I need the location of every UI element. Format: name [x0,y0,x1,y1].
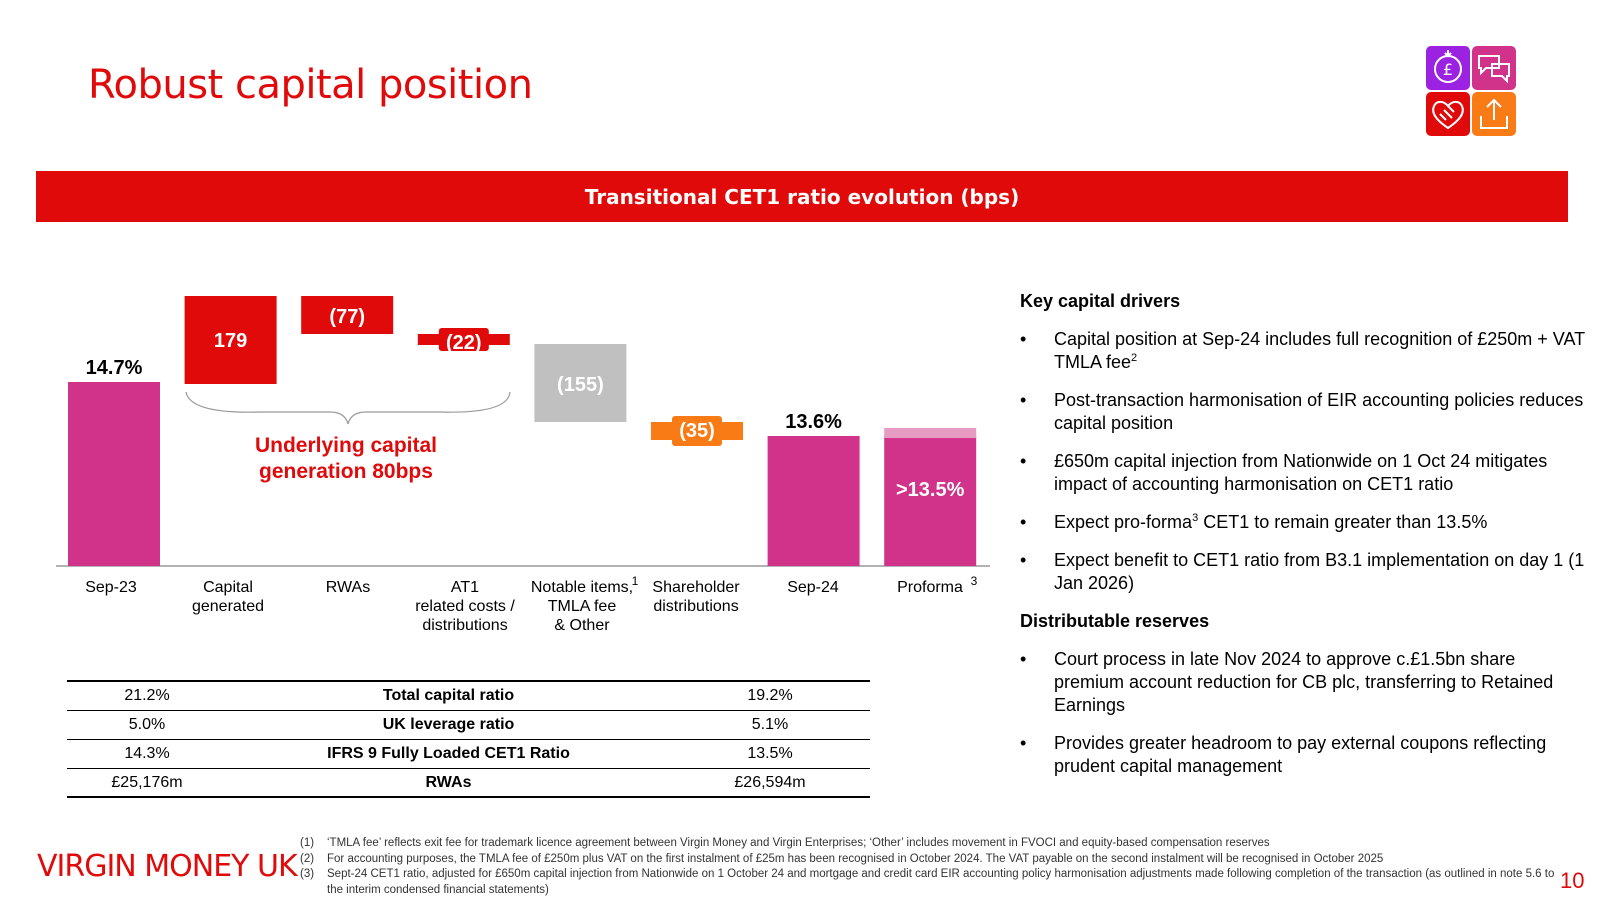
category-label: & Other [554,617,610,634]
data-label: 179 [214,330,247,352]
footnote: (3) Sept-24 CET1 ratio, adjusted for £650… [300,867,1560,898]
metric-sep23-value: £25,176m [67,774,227,792]
cet1-waterfall-chart: 14.7% 179 (77) (22) (155) (35) 13.6% >13.5% Unde… [0,0,1000,660]
list-item: • Provides greater headroom to pay extern… [1020,732,1590,778]
category-label: generated [192,598,264,615]
data-label: (22) [446,332,482,354]
metric-sep23-value: 21.2% [67,687,227,705]
category-label: Proforma [897,579,963,596]
page-number: 10 [1560,868,1584,894]
data-label: 13.6% [785,411,842,433]
bullet: • [1020,549,1026,572]
bar-proforma-fade [884,428,976,438]
metric-sep24-value: 13.5% [670,745,870,763]
key-drivers-list: • Capital position at Sep-24 includes ful… [1020,328,1590,595]
driver-text: Post-transaction harmonisation of EIR ac… [1054,390,1583,433]
speech-bubbles-icon [1472,46,1516,90]
key-drivers-heading: Key capital drivers [1020,290,1590,313]
metric-label: UK leverage ratio [227,716,670,734]
data-label: (77) [329,306,365,328]
data-label: (155) [557,374,604,396]
driver-text: Expect pro-forma [1054,512,1192,532]
upload-share-icon [1472,92,1516,136]
reserves-text: Court process in late Nov 2024 to approv… [1054,649,1553,715]
driver-text: CET1 to remain greater than 13.5% [1198,512,1487,532]
category-label: AT1 [451,579,479,596]
category-label: Capital [203,579,253,596]
bar-total [768,436,860,566]
metric-sep24-value: 5.1% [670,716,870,734]
bullet: • [1020,648,1026,671]
list-item: • Expect benefit to CET1 ratio from B3.1 … [1020,549,1590,595]
list-item: • £650m capital injection from Nationwide… [1020,450,1590,496]
bar-total [68,382,160,566]
metric-label: RWAs [227,774,670,792]
category-label: Sep-24 [787,579,839,596]
table-row: 21.2% Total capital ratio 19.2% [67,682,870,711]
driver-text: Capital position at Sep-24 includes full… [1054,329,1585,372]
category-label: Notable items, [531,579,633,596]
table-row: 5.0% UK leverage ratio 5.1% [67,711,870,740]
pound-money-icon: £ [1426,46,1470,90]
metric-sep23-value: 5.0% [67,716,227,734]
driver-text: £650m capital injection from Nationwide … [1054,451,1547,494]
metric-sep24-value: 19.2% [670,687,870,705]
brace-connector [186,392,510,424]
bullet: • [1020,732,1026,755]
category-label: distributions [653,598,738,615]
footnote-ref: 2 [1131,352,1137,364]
annotation-text: Underlying capital [255,434,437,457]
category-label: Sep-23 [85,579,137,596]
category-label: Shareholder [652,579,740,596]
metric-sep23-value: 14.3% [67,745,227,763]
category-label: related costs / [415,598,515,615]
list-item: • Post-transaction harmonisation of EIR a… [1020,389,1590,435]
footnote-number: (1) [300,836,327,852]
virgin-money-logo: VIRGIN MONEY UK [37,849,297,884]
table-row: £25,176m RWAs £26,594m [67,769,870,798]
bullet: • [1020,450,1026,473]
footnotes: (1) ‘TMLA fee’ reflects exit fee for trad… [300,836,1560,898]
footnote-number: (3) [300,867,327,898]
bullet: • [1020,511,1026,534]
list-item: • Court process in late Nov 2024 to appro… [1020,648,1590,717]
reserves-text: Provides greater headroom to pay externa… [1054,733,1546,776]
footnote-marker: 1 [632,574,639,588]
category-label: distributions [422,617,507,634]
footnote: (2) For accounting purposes, the TMLA fee… [300,852,1560,868]
capital-metrics-table: 21.2% Total capital ratio 19.2% 5.0% UK … [67,680,870,798]
metric-label: IFRS 9 Fully Loaded CET1 Ratio [227,745,670,763]
heart-handshake-icon [1426,92,1470,136]
footnote-text: ‘TMLA fee’ reflects exit fee for tradema… [327,836,1560,852]
metric-sep24-value: £26,594m [670,774,870,792]
category-label: RWAs [326,579,370,596]
driver-text: Expect benefit to CET1 ratio from B3.1 i… [1054,550,1584,593]
category-label: TMLA fee [548,598,617,615]
list-item: • Expect pro-forma3 CET1 to remain greate… [1020,511,1590,534]
data-label: 14.7% [86,357,143,379]
bar-total [884,436,976,566]
metric-label: Total capital ratio [227,687,670,705]
svg-text:£: £ [1443,60,1453,79]
footnote: (1) ‘TMLA fee’ reflects exit fee for trad… [300,836,1560,852]
icon-grid: £ [1426,46,1516,138]
distributable-reserves-heading: Distributable reserves [1020,610,1590,633]
data-label: (35) [679,420,715,442]
annotation-text: generation 80bps [259,460,433,483]
footnote-text: For accounting purposes, the TMLA fee of… [327,852,1560,868]
distributable-list: • Court process in late Nov 2024 to appro… [1020,648,1590,778]
data-label: >13.5% [896,479,965,501]
table-row: 14.3% IFRS 9 Fully Loaded CET1 Ratio 13.… [67,740,870,769]
commentary-panel: Key capital drivers • Capital position at… [1020,290,1590,793]
footnote-marker: 3 [971,574,978,588]
footnote-number: (2) [300,852,327,868]
bullet: • [1020,328,1026,351]
list-item: • Capital position at Sep-24 includes ful… [1020,328,1590,374]
footnote-text: Sept-24 CET1 ratio, adjusted for £650m c… [327,867,1560,898]
bullet: • [1020,389,1026,412]
